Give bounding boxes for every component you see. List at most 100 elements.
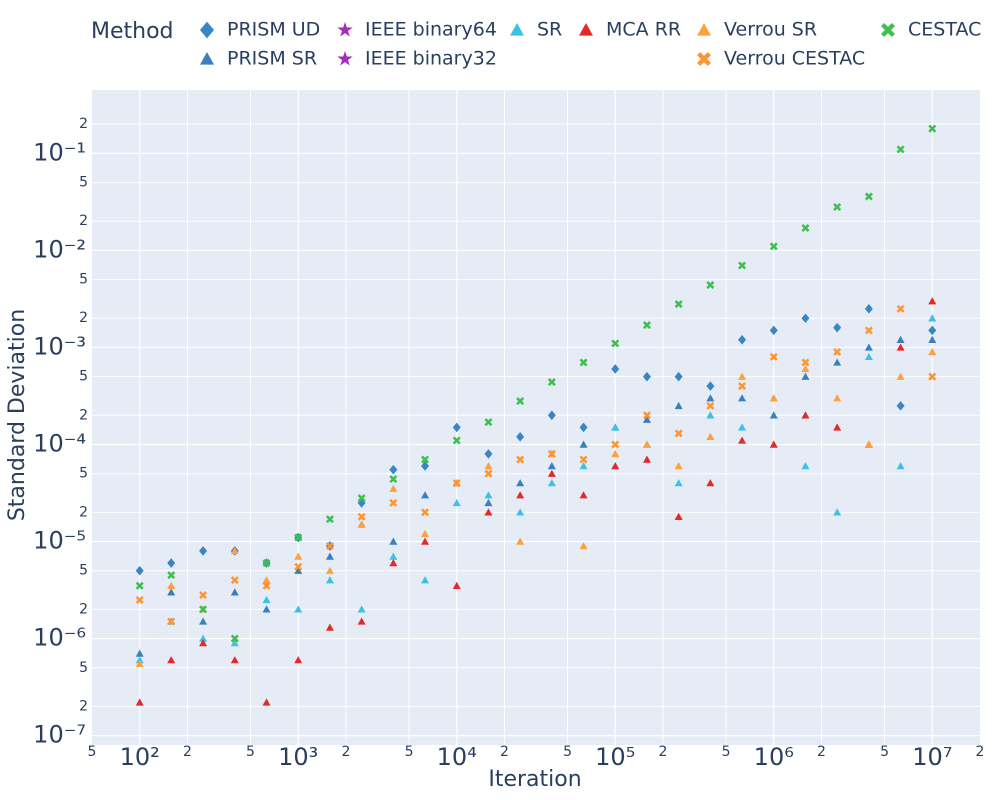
point xyxy=(674,512,683,520)
point xyxy=(642,455,651,463)
point xyxy=(452,581,461,589)
point xyxy=(167,571,176,580)
point xyxy=(389,498,398,507)
point xyxy=(706,411,715,419)
legend-label: Verrou CESTAC xyxy=(724,48,865,70)
point xyxy=(674,300,683,309)
point xyxy=(738,436,747,444)
x-tick-label: 5 xyxy=(880,744,889,760)
point xyxy=(199,617,208,625)
point xyxy=(928,325,937,336)
legend-label: Verrou SR xyxy=(724,19,817,41)
point xyxy=(706,479,715,487)
point xyxy=(801,411,810,419)
point xyxy=(167,558,176,568)
point xyxy=(579,440,588,448)
point xyxy=(262,559,271,568)
point xyxy=(801,364,810,373)
point xyxy=(611,440,620,449)
point xyxy=(642,415,651,423)
point xyxy=(421,537,430,545)
y-axis-label: Standard Deviation xyxy=(5,309,30,521)
point xyxy=(738,372,747,380)
point xyxy=(769,440,778,448)
y-tick-label: 2 xyxy=(79,698,88,714)
x-tick-label: 2 xyxy=(341,744,350,760)
point xyxy=(167,588,176,596)
point xyxy=(547,449,556,458)
point xyxy=(199,546,208,556)
point xyxy=(864,192,873,201)
y-tick-label: 10⁻³ xyxy=(33,332,86,360)
point xyxy=(389,484,398,492)
point xyxy=(357,520,366,528)
point xyxy=(484,498,493,507)
point xyxy=(452,436,461,445)
point xyxy=(769,411,778,419)
point xyxy=(230,588,239,596)
y-tick-label: 2 xyxy=(79,407,88,423)
point xyxy=(135,581,144,590)
point xyxy=(325,576,334,584)
point xyxy=(230,639,239,647)
legend-marker xyxy=(697,23,711,36)
point xyxy=(579,358,588,367)
point xyxy=(199,591,208,600)
point xyxy=(547,410,556,421)
point xyxy=(357,494,366,503)
point xyxy=(738,261,747,270)
point xyxy=(769,394,778,402)
point xyxy=(833,203,842,212)
point xyxy=(833,423,842,431)
y-tick-label: 10⁻⁵ xyxy=(33,527,86,555)
point xyxy=(896,335,905,343)
point xyxy=(294,656,303,664)
legend-label: IEEE binary64 xyxy=(365,19,497,41)
legend-label: PRISM SR xyxy=(227,48,317,70)
point xyxy=(547,378,556,387)
point xyxy=(928,372,937,381)
point xyxy=(833,322,842,333)
point xyxy=(706,281,715,290)
point xyxy=(611,364,620,374)
legend-marker xyxy=(337,50,353,66)
point xyxy=(896,343,905,351)
y-tick-label: 2 xyxy=(79,116,88,132)
point xyxy=(928,124,937,133)
y-tick-label: 10⁻⁷ xyxy=(33,721,86,749)
point xyxy=(674,401,683,410)
point xyxy=(706,394,715,402)
point xyxy=(167,581,176,589)
point xyxy=(769,352,778,361)
y-tick-label: 10⁻⁴ xyxy=(33,429,86,457)
point xyxy=(230,546,239,555)
point xyxy=(294,552,303,560)
point xyxy=(516,397,525,406)
point xyxy=(262,576,271,584)
point xyxy=(611,339,620,348)
x-tick-label: 2 xyxy=(817,744,826,760)
point xyxy=(928,297,937,305)
point xyxy=(674,371,683,382)
point xyxy=(642,411,651,420)
marks xyxy=(135,124,937,706)
point xyxy=(579,422,588,433)
x-axis-label: Iteration xyxy=(488,767,581,792)
point xyxy=(389,537,398,545)
point xyxy=(642,371,651,382)
y-tick-label: 2 xyxy=(79,601,88,617)
x-tick-label: 5 xyxy=(722,744,731,760)
point xyxy=(896,462,905,470)
point xyxy=(421,491,430,499)
legend-marker xyxy=(579,23,593,36)
point xyxy=(325,541,334,550)
point xyxy=(325,566,334,574)
point xyxy=(135,656,144,664)
point xyxy=(294,566,303,574)
y-tick-label: 2 xyxy=(79,310,88,326)
point xyxy=(928,314,937,322)
point xyxy=(769,242,778,251)
y-tick-label: 5 xyxy=(79,272,88,288)
point xyxy=(262,581,271,590)
x-tick-label: 10⁷ xyxy=(912,743,952,771)
